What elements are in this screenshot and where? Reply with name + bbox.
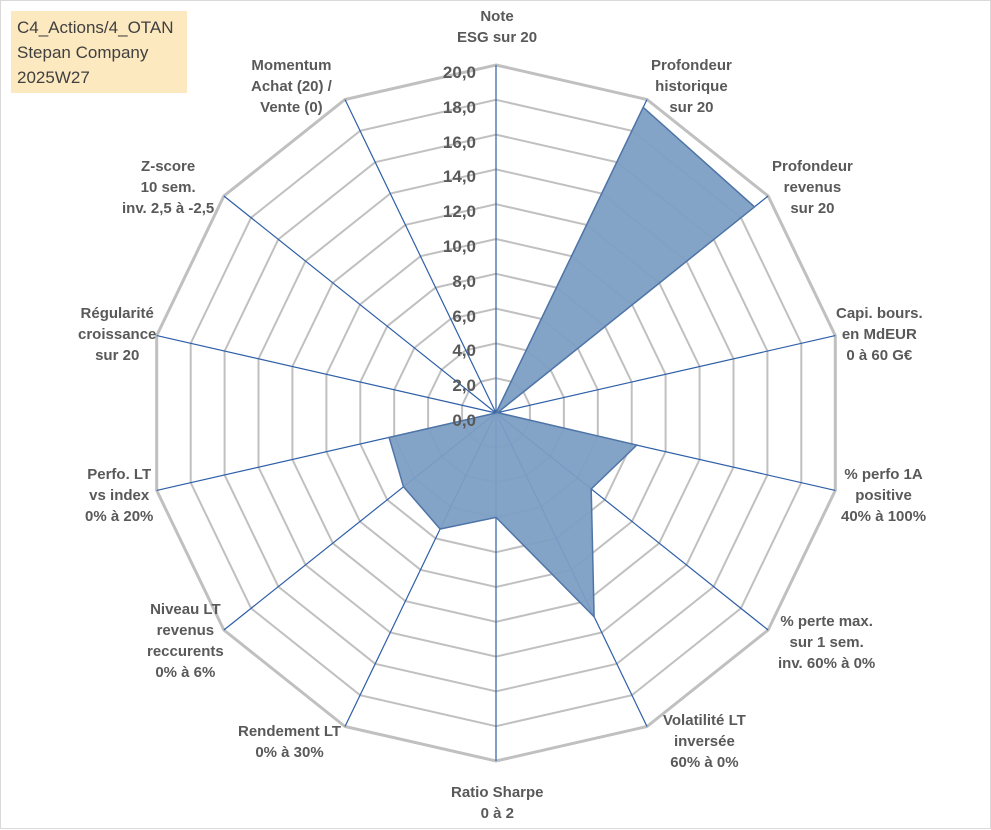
tick-label: 18,0 (442, 97, 476, 117)
axis-label: Note ESG sur 20 (457, 6, 537, 48)
axis-label-line: sur 20 (669, 99, 714, 116)
axis-label-line: sur 20 (95, 347, 140, 364)
axis-label-line: 0 à 60 G€ (846, 347, 913, 364)
axis-label-line: 0 à 2 (480, 805, 514, 822)
axis-label-line: Note (480, 8, 514, 25)
axis-label-line: sur 1 sem. (789, 634, 864, 651)
axis-label-line: historique (655, 78, 728, 95)
axis-label-line: Momentum (251, 57, 332, 74)
tick-label: 2,0 (452, 376, 476, 396)
axis-label-line: Capi. bours. (836, 305, 923, 322)
axis-label-line: 60% à 0% (670, 754, 739, 771)
axis-label-line: positive (855, 487, 912, 504)
axis-label: Momentum Achat (20) / Vente (0) (251, 55, 332, 118)
axis-label: Perfo. LT vs index 0% à 20% (85, 464, 153, 527)
axis-label-line: Rendement LT (238, 723, 342, 740)
axis-label-line: % perte max. (780, 613, 873, 630)
axis-label-line: vs index (89, 487, 150, 504)
axis-label-line: Ratio Sharpe (451, 784, 544, 801)
axis-label: Ratio Sharpe 0 à 2 (451, 782, 544, 824)
axis-spoke (344, 99, 497, 414)
axis-label: Profondeur revenus sur 20 (772, 156, 853, 219)
axis-label: Z-score 10 sem. inv. 2,5 à -2,5 (122, 156, 214, 219)
axis-spoke (156, 335, 497, 414)
axis-label-line: Niveau LT (150, 601, 221, 618)
axis-label-line: 40% à 100% (841, 508, 927, 525)
tick-label: 4,0 (452, 341, 476, 361)
axis-spoke (223, 195, 497, 414)
tick-label: 14,0 (442, 167, 476, 187)
info-week: 2025W27 (17, 68, 90, 87)
axis-label-line: 0% à 20% (85, 508, 154, 525)
axis-label-line: 10 sem. (140, 179, 196, 196)
axis-label: Régularité croissance sur 20 (78, 303, 156, 366)
series-area (388, 106, 756, 619)
tick-label: 16,0 (442, 132, 476, 152)
axis-label-line: croissance (78, 326, 157, 343)
info-portfolio: C4_Actions/4_OTAN (17, 18, 174, 37)
axis-label-line: inversée (673, 733, 735, 750)
axis-label-line: Régularité (80, 305, 154, 322)
axis-label: Profondeur historique sur 20 (651, 55, 732, 118)
axis-label: % perte max. sur 1 sem. inv. 60% à 0% (778, 611, 875, 674)
axis-label-line: Z-score (141, 158, 196, 175)
tick-label: 10,0 (442, 237, 476, 256)
axis-label: Capi. bours. en MdEUR 0 à 60 G€ (836, 303, 923, 366)
chart-info-box: C4_Actions/4_OTAN Stepan Company 2025W27 (11, 11, 187, 93)
axis-label-line: inv. 60% à 0% (778, 655, 876, 672)
axis-label-line: % perfo 1A (844, 466, 923, 483)
axis-label: Niveau LT revenus reccurents 0% à 6% (147, 599, 224, 683)
tick-label: 0,0 (452, 411, 476, 430)
axis-label-line: revenus (156, 622, 215, 639)
tick-label: 12,0 (442, 202, 476, 222)
axis-label-line: 0% à 6% (155, 664, 216, 681)
axis-spoke (495, 335, 836, 414)
axis-label-line: 0% à 30% (255, 744, 324, 761)
axis-label-line: sur 20 (790, 200, 835, 217)
axis-label: % perfo 1A positive 40% à 100% (841, 464, 926, 527)
axis-label-line: Profondeur (651, 57, 732, 74)
axis-label-line: Vente (0) (260, 99, 323, 116)
info-company: Stepan Company (17, 43, 149, 62)
axis-label-line: en MdEUR (841, 326, 917, 343)
axis-label-line: inv. 2,5 à -2,5 (122, 200, 215, 217)
axis-label: Rendement LT 0% à 30% (238, 721, 341, 763)
axis-label-line: Volatilité LT (663, 712, 746, 729)
axis-label-line: reccurents (147, 643, 224, 660)
axis-label-line: revenus (783, 179, 842, 196)
series-polygon (388, 106, 756, 619)
axis-label: Volatilité LT inversée 60% à 0% (663, 710, 746, 773)
axis-label-line: Profondeur (772, 158, 853, 175)
axis-label-line: ESG sur 20 (457, 29, 538, 46)
axis-label-line: Perfo. LT (87, 466, 152, 483)
tick-label: 8,0 (452, 271, 476, 291)
axis-label-line: Achat (20) / (251, 78, 332, 95)
tick-label: 6,0 (452, 306, 476, 326)
tick-label: 20,0 (442, 63, 476, 82)
